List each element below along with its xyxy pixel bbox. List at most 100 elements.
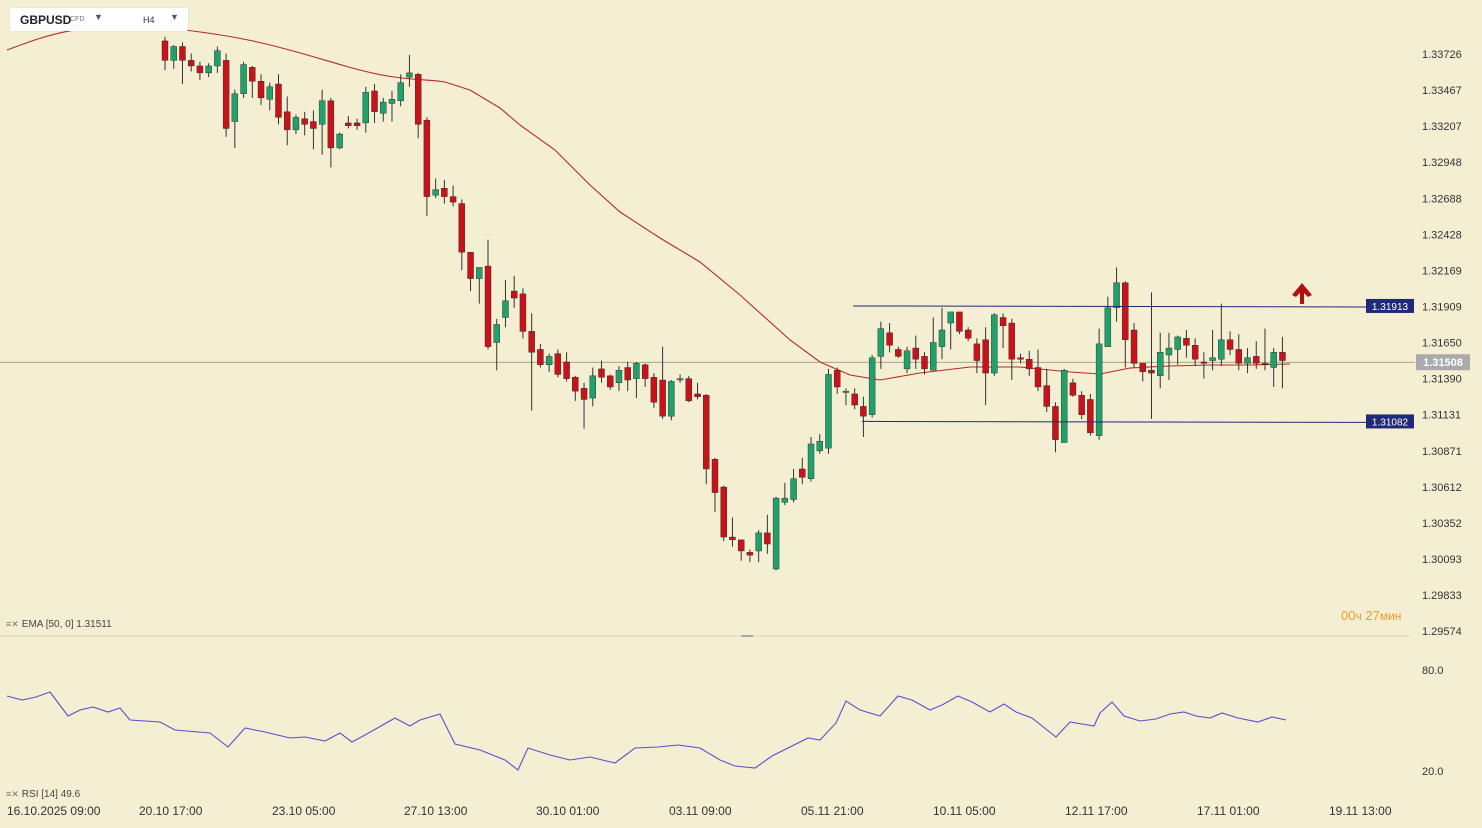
candle-bull-body bbox=[170, 46, 177, 61]
candle bbox=[397, 74, 404, 107]
rsi-indicator-label[interactable]: ≡✕ RSI [14] 49.6 bbox=[6, 789, 80, 800]
candle-bear-body bbox=[1148, 370, 1155, 374]
indicator-settings-icon[interactable]: ≡✕ bbox=[6, 619, 19, 629]
candle-bull-body bbox=[240, 64, 247, 94]
candle-bear-body bbox=[851, 393, 858, 406]
price-axis-label: 1.29833 bbox=[1422, 590, 1462, 602]
candle bbox=[554, 349, 562, 378]
candle-bear-body bbox=[484, 265, 492, 347]
candle bbox=[781, 482, 789, 506]
symbol-selector[interactable]: GBPUSD CFD ▼ H4 ▼ bbox=[10, 8, 188, 31]
price-axis-label: 1.30093 bbox=[1422, 554, 1462, 566]
candle-bear-body bbox=[711, 459, 719, 493]
candle bbox=[161, 36, 169, 71]
candle bbox=[868, 355, 876, 418]
candle-bear-body bbox=[729, 536, 736, 541]
ema-indicator-label[interactable]: ≡✕ EMA [50, 0] 1.31511 bbox=[6, 619, 112, 630]
candle bbox=[842, 388, 850, 406]
candle-bear-body bbox=[249, 67, 256, 82]
symbol-type: CFD bbox=[70, 16, 85, 23]
candle-bear-body bbox=[310, 121, 317, 129]
candle bbox=[1078, 391, 1085, 419]
candle-bear-body bbox=[528, 331, 535, 353]
candle-bull-body bbox=[1104, 307, 1112, 347]
candle bbox=[545, 353, 553, 372]
candle-bear-body bbox=[449, 196, 457, 203]
candle bbox=[1052, 402, 1059, 453]
candle bbox=[388, 90, 396, 122]
resistance-line[interactable] bbox=[852, 305, 1367, 308]
candle-bear-body bbox=[161, 40, 169, 61]
candle-bull-body bbox=[292, 117, 300, 131]
candle bbox=[834, 367, 841, 394]
candle bbox=[676, 374, 684, 383]
levels-group[interactable]: 1.31913 1.31082 bbox=[852, 283, 1414, 429]
candle bbox=[257, 74, 265, 105]
candle-bear-body bbox=[519, 293, 527, 332]
candle-bull-body bbox=[947, 311, 954, 324]
candle bbox=[187, 53, 195, 72]
candle-bear-body bbox=[694, 393, 701, 397]
candle bbox=[877, 321, 885, 369]
symbol-dropdown-icon[interactable]: ▼ bbox=[94, 12, 103, 22]
support-line[interactable] bbox=[861, 420, 1367, 423]
candle bbox=[1165, 332, 1173, 381]
candle-bear-body bbox=[641, 364, 649, 379]
symbol-name[interactable]: GBPUSD bbox=[20, 13, 72, 27]
candle-bull-body bbox=[397, 82, 404, 101]
candle bbox=[423, 117, 431, 217]
time-axis-label: 16.10.2025 09:00 bbox=[7, 804, 101, 818]
candle-bear-body bbox=[423, 119, 431, 197]
candle-bear-body bbox=[1130, 329, 1138, 364]
current-price-tag-bg bbox=[1416, 354, 1470, 371]
candle-bear-body bbox=[1087, 399, 1094, 434]
candle-bull-body bbox=[1157, 352, 1164, 377]
timeframe-dropdown-icon[interactable]: ▼ bbox=[170, 12, 179, 22]
candle bbox=[624, 361, 631, 392]
candle bbox=[336, 132, 343, 150]
candle bbox=[668, 380, 675, 421]
candle bbox=[432, 178, 439, 198]
candle bbox=[214, 46, 221, 73]
candle-bear-body bbox=[624, 367, 631, 381]
time-axis-label: 17.11 01:00 bbox=[1197, 804, 1260, 818]
candle bbox=[1043, 368, 1050, 412]
price-axis-label: 1.33726 bbox=[1422, 49, 1462, 61]
candle-bear-body bbox=[179, 46, 186, 61]
candle bbox=[1200, 352, 1208, 379]
candle-bull-body bbox=[589, 375, 596, 399]
candle-bear-body bbox=[999, 317, 1007, 327]
candle bbox=[912, 335, 919, 369]
candle-bull-body bbox=[868, 357, 876, 415]
indicator-settings-icon[interactable]: ≡✕ bbox=[6, 789, 19, 799]
candle-bear-body bbox=[650, 377, 658, 403]
candle bbox=[1095, 328, 1103, 440]
time-axis-label: 30.10 01:00 bbox=[536, 804, 600, 818]
candle bbox=[528, 313, 535, 411]
countdown-hours-unit: ч bbox=[1355, 609, 1362, 623]
candle-bear-body bbox=[458, 203, 466, 253]
candle-bear-body bbox=[860, 406, 867, 417]
candle-bear-body bbox=[1043, 385, 1050, 407]
candle bbox=[240, 61, 247, 98]
candle-bear-body bbox=[563, 361, 570, 379]
candle-countdown: 00ч 27мин bbox=[1341, 608, 1401, 623]
candle-bear-body bbox=[1200, 361, 1208, 364]
candle-bull-body bbox=[406, 72, 413, 78]
time-axis-label: 20.10 17:00 bbox=[139, 804, 203, 818]
candle bbox=[1026, 350, 1033, 376]
candle-bull-body bbox=[545, 356, 553, 365]
candle-bear-body bbox=[607, 375, 614, 388]
candle-bear-body bbox=[222, 60, 230, 129]
candle bbox=[275, 74, 282, 125]
candle-bear-body bbox=[598, 368, 605, 378]
candle bbox=[580, 382, 588, 429]
candle bbox=[746, 549, 754, 563]
candle-bear-body bbox=[1235, 349, 1242, 364]
candles-group[interactable] bbox=[161, 36, 1286, 571]
timeframe-value[interactable]: H4 bbox=[143, 15, 155, 25]
price-axis-label: 1.31131 bbox=[1422, 410, 1461, 422]
candle bbox=[1174, 335, 1181, 365]
candle bbox=[284, 96, 291, 146]
